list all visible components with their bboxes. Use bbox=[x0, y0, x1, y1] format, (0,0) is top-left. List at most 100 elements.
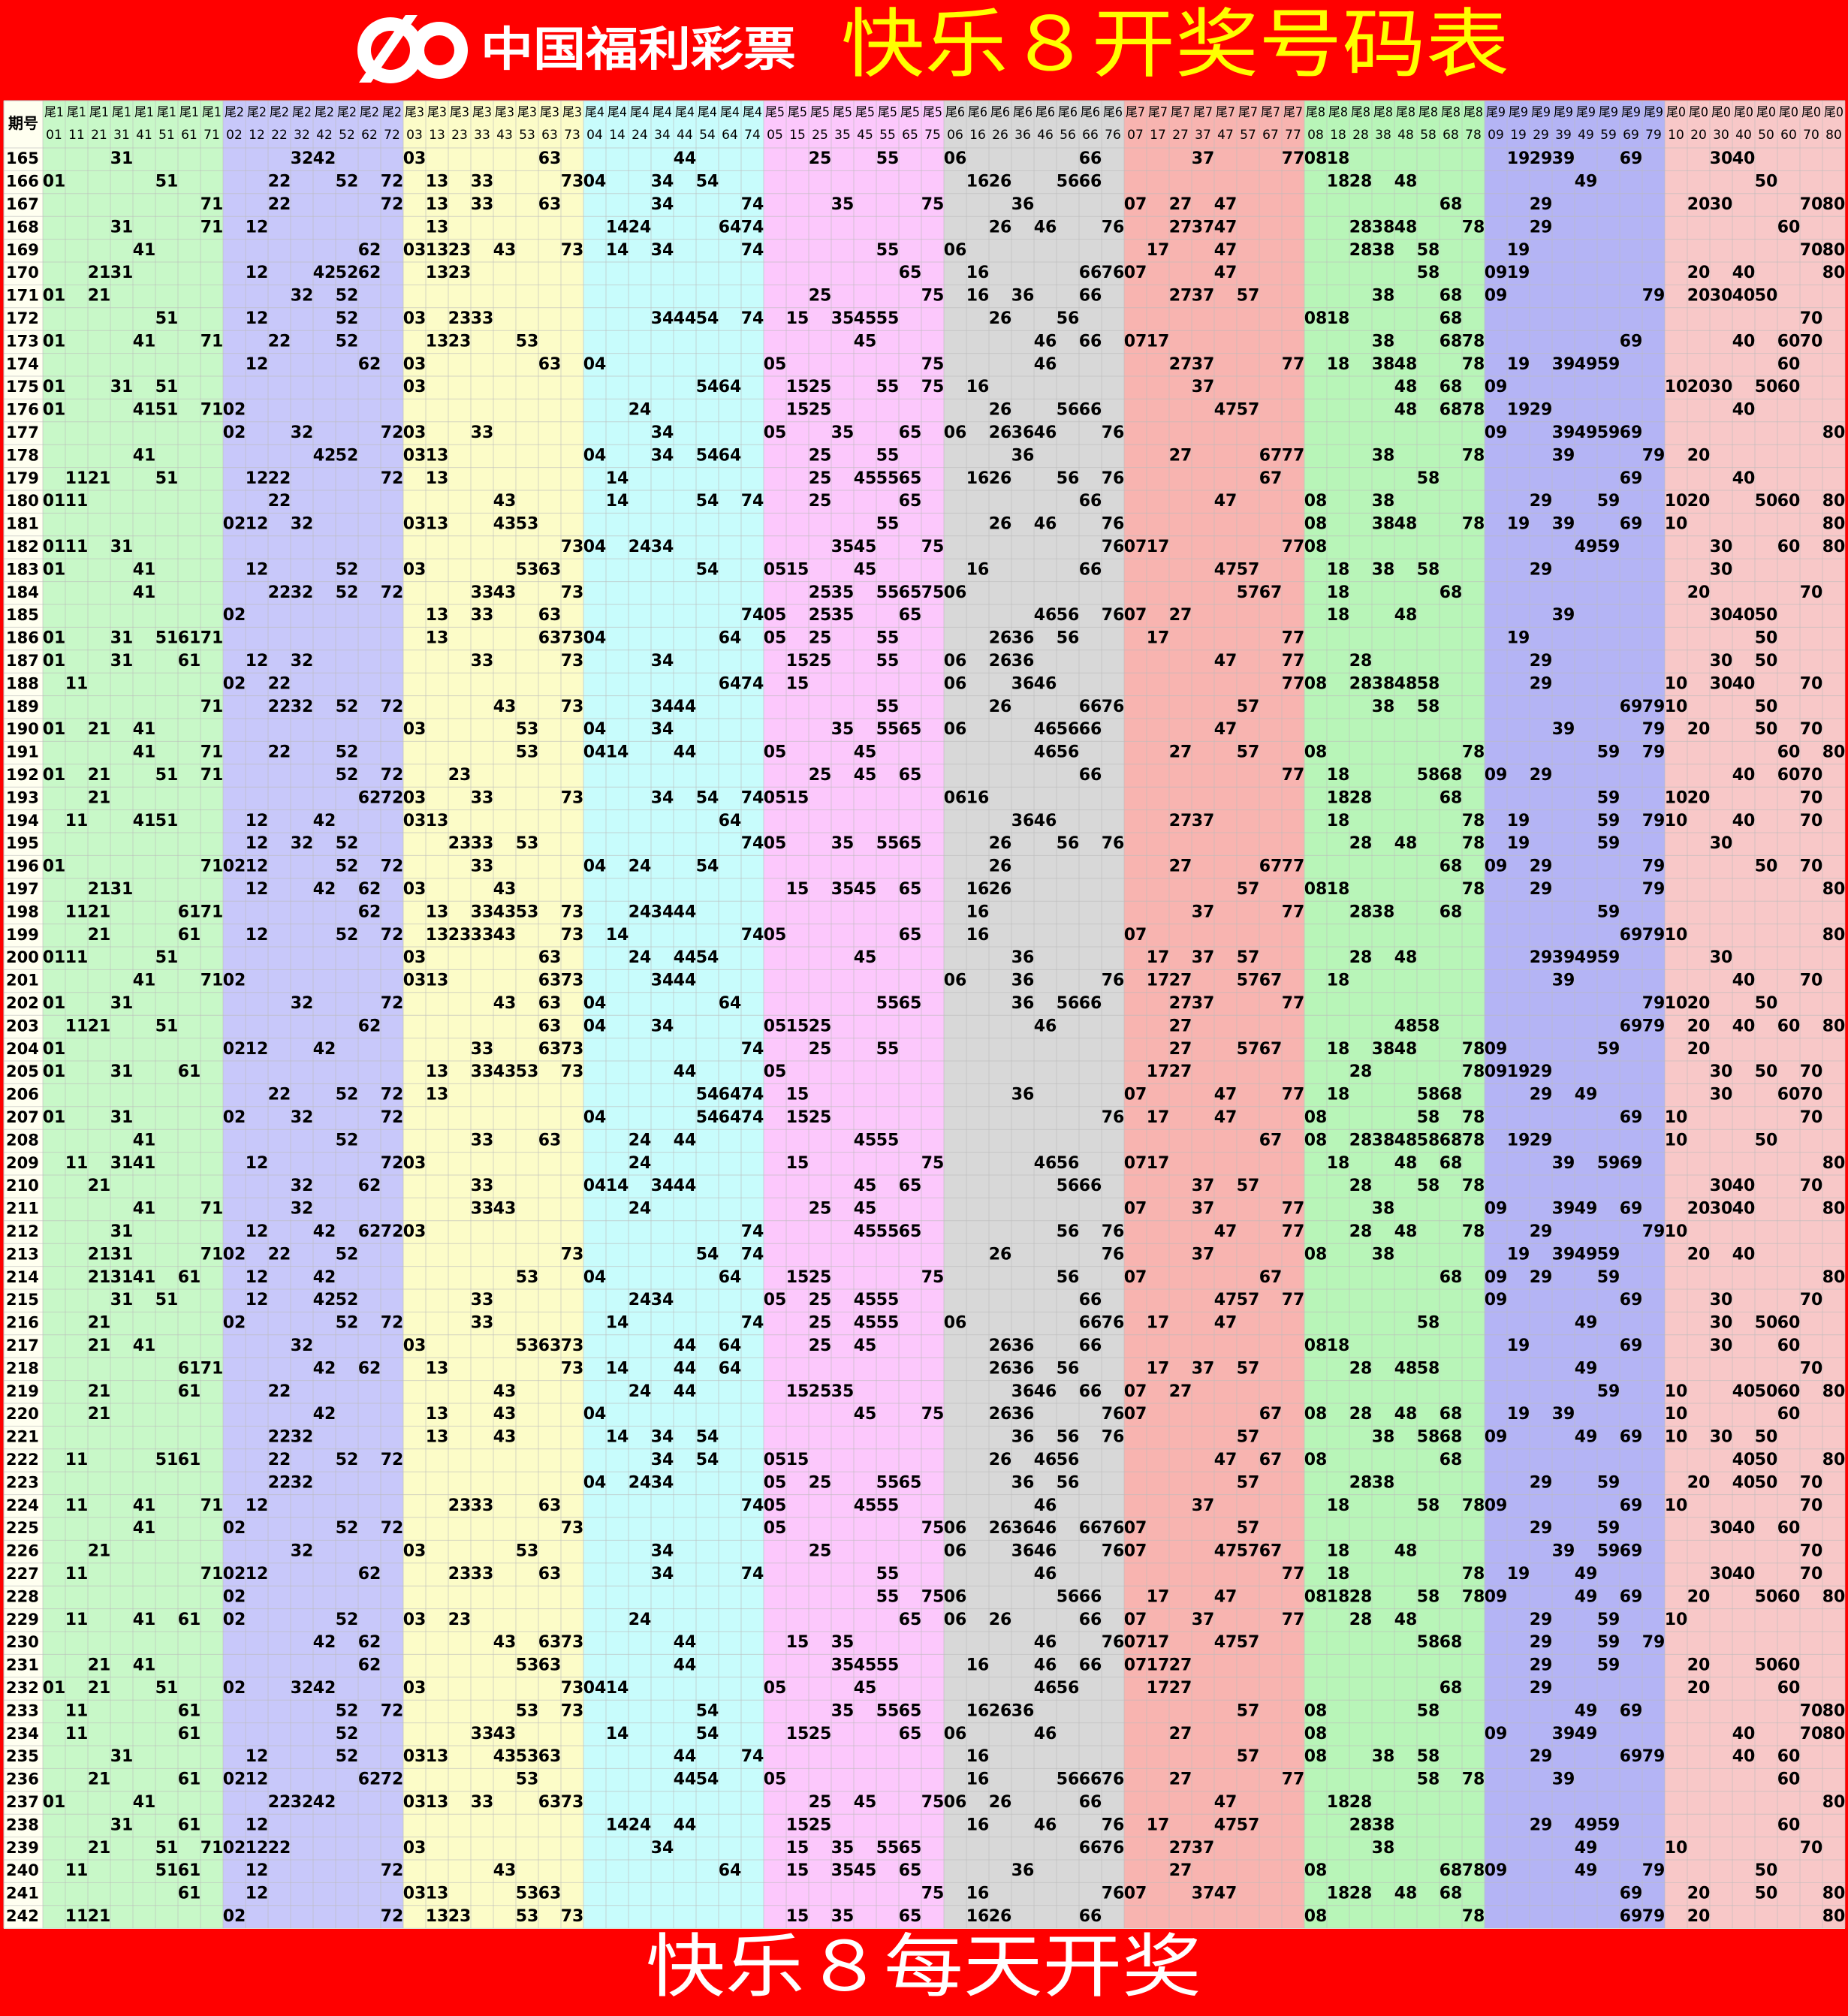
drawn-number: 65 bbox=[899, 1839, 922, 1858]
drawn-number: 25 bbox=[809, 1382, 832, 1401]
drawn-number: 36 bbox=[1011, 812, 1035, 830]
drawn-number: 63 bbox=[538, 1793, 562, 1812]
drawn-number: 78 bbox=[1462, 1040, 1485, 1059]
drawn-number: 32 bbox=[291, 1428, 314, 1447]
column-tail-label: 尾7 bbox=[1193, 105, 1213, 120]
drawn-number: 68 bbox=[1440, 309, 1463, 328]
drawn-number: 49 bbox=[1575, 1861, 1598, 1880]
drawn-number: 29 bbox=[1530, 1062, 1553, 1081]
drawn-number: 69 bbox=[1620, 1336, 1643, 1355]
drawn-number: 03 bbox=[403, 812, 427, 830]
drawn-number: 31 bbox=[110, 264, 134, 282]
drawn-number: 24 bbox=[629, 1200, 652, 1219]
drawn-number: 26 bbox=[989, 834, 1012, 853]
drawn-number: 40 bbox=[1732, 401, 1756, 420]
drawn-number: 68 bbox=[1440, 1428, 1463, 1447]
drawn-number: 44 bbox=[674, 1770, 697, 1789]
column-tail-label: 尾2 bbox=[337, 105, 357, 120]
drawn-number: 72 bbox=[381, 1701, 404, 1720]
drawn-number: 35 bbox=[831, 538, 855, 556]
drawn-number: 60 bbox=[1777, 492, 1801, 511]
drawn-number: 20 bbox=[1687, 378, 1711, 396]
drawn-number: 55 bbox=[876, 1656, 900, 1675]
drawn-number: 50 bbox=[1755, 1885, 1778, 1903]
drawn-number: 47 bbox=[1214, 560, 1238, 579]
drawn-number: 09 bbox=[1485, 857, 1508, 876]
drawn-number: 73 bbox=[561, 903, 584, 921]
drawn-number: 46 bbox=[1034, 1519, 1057, 1538]
drawn-number: 51 bbox=[155, 1861, 179, 1880]
drawn-number: 44 bbox=[674, 1336, 697, 1355]
drawn-number: 70 bbox=[1800, 1725, 1823, 1743]
drawn-number: 60 bbox=[1777, 1382, 1801, 1401]
drawn-number: 13 bbox=[426, 332, 449, 351]
drawn-number: 50 bbox=[1755, 606, 1778, 625]
drawn-number: 78 bbox=[1462, 812, 1485, 830]
drawn-number: 54 bbox=[696, 446, 719, 465]
drawn-number: 49 bbox=[1575, 1839, 1598, 1858]
drawn-number: 74 bbox=[741, 1314, 764, 1333]
drawn-number: 57 bbox=[1237, 1040, 1260, 1059]
issue-number: 241 bbox=[6, 1885, 39, 1903]
drawn-number: 48 bbox=[1394, 173, 1418, 191]
drawn-number: 62 bbox=[358, 880, 381, 899]
drawn-number: 30 bbox=[1710, 195, 1733, 214]
drawn-number: 78 bbox=[1462, 1177, 1485, 1195]
drawn-number: 55 bbox=[876, 1291, 900, 1309]
drawn-number: 55 bbox=[876, 1131, 900, 1150]
drawn-number: 39 bbox=[1552, 606, 1575, 625]
drawn-number: 39 bbox=[1552, 446, 1575, 465]
drawn-number: 13 bbox=[426, 173, 449, 191]
drawn-number: 31 bbox=[110, 538, 134, 556]
drawn-number: 57 bbox=[1237, 948, 1260, 967]
column-number-label: 79 bbox=[1645, 128, 1662, 143]
column-tail-label: 尾3 bbox=[517, 105, 537, 120]
drawn-number: 45 bbox=[854, 948, 877, 967]
drawn-number: 07 bbox=[1124, 1519, 1147, 1538]
drawn-number: 78 bbox=[1462, 880, 1485, 899]
drawn-number: 46 bbox=[1034, 1679, 1057, 1698]
drawn-number: 01 bbox=[43, 994, 66, 1013]
drawn-number: 35 bbox=[831, 1907, 855, 1926]
drawn-number: 01 bbox=[43, 1040, 66, 1059]
drawn-number: 22 bbox=[268, 743, 291, 762]
drawn-number: 47 bbox=[1214, 401, 1238, 420]
drawn-number: 57 bbox=[1237, 1428, 1260, 1447]
drawn-number: 35 bbox=[831, 1701, 855, 1720]
issue-number: 228 bbox=[6, 1587, 39, 1605]
drawn-number: 49 bbox=[1575, 355, 1598, 374]
column-tail-label: 尾4 bbox=[675, 105, 695, 120]
drawn-number: 72 bbox=[381, 994, 404, 1013]
drawn-number: 53 bbox=[516, 1907, 539, 1926]
drawn-number: 02 bbox=[223, 1770, 246, 1789]
issue-number: 183 bbox=[6, 560, 39, 578]
issue-number: 170 bbox=[6, 264, 39, 282]
drawn-number: 63 bbox=[538, 1885, 562, 1903]
drawn-number: 40 bbox=[1732, 1177, 1756, 1195]
column-number-label: 17 bbox=[1150, 128, 1166, 143]
issue-header: 期号 bbox=[8, 114, 38, 132]
drawn-number: 13 bbox=[426, 606, 449, 625]
drawn-number: 60 bbox=[1777, 1770, 1801, 1789]
drawn-number: 76 bbox=[1102, 1405, 1125, 1424]
drawn-number: 47 bbox=[1214, 264, 1238, 282]
drawn-number: 47 bbox=[1214, 720, 1238, 739]
drawn-number: 43 bbox=[493, 1382, 517, 1401]
drawn-number: 36 bbox=[1011, 1473, 1035, 1492]
drawn-number: 30 bbox=[1710, 560, 1733, 579]
drawn-number: 29 bbox=[1530, 1633, 1553, 1652]
drawn-number: 44 bbox=[674, 1177, 697, 1195]
drawn-number: 03 bbox=[403, 378, 427, 396]
drawn-number: 45 bbox=[854, 332, 877, 351]
title: 快乐８开奖号码表 bbox=[841, 1, 1509, 89]
drawn-number: 30 bbox=[1710, 149, 1733, 168]
drawn-number: 25 bbox=[809, 1268, 832, 1287]
drawn-number: 36 bbox=[1011, 1428, 1035, 1447]
drawn-number: 05 bbox=[764, 834, 787, 853]
column-tail-label: 尾0 bbox=[1689, 105, 1708, 120]
drawn-number: 70 bbox=[1800, 1542, 1823, 1561]
drawn-number: 68 bbox=[1440, 332, 1463, 351]
drawn-number: 52 bbox=[336, 560, 359, 579]
drawn-number: 25 bbox=[809, 1200, 832, 1219]
drawn-number: 25 bbox=[809, 629, 832, 648]
